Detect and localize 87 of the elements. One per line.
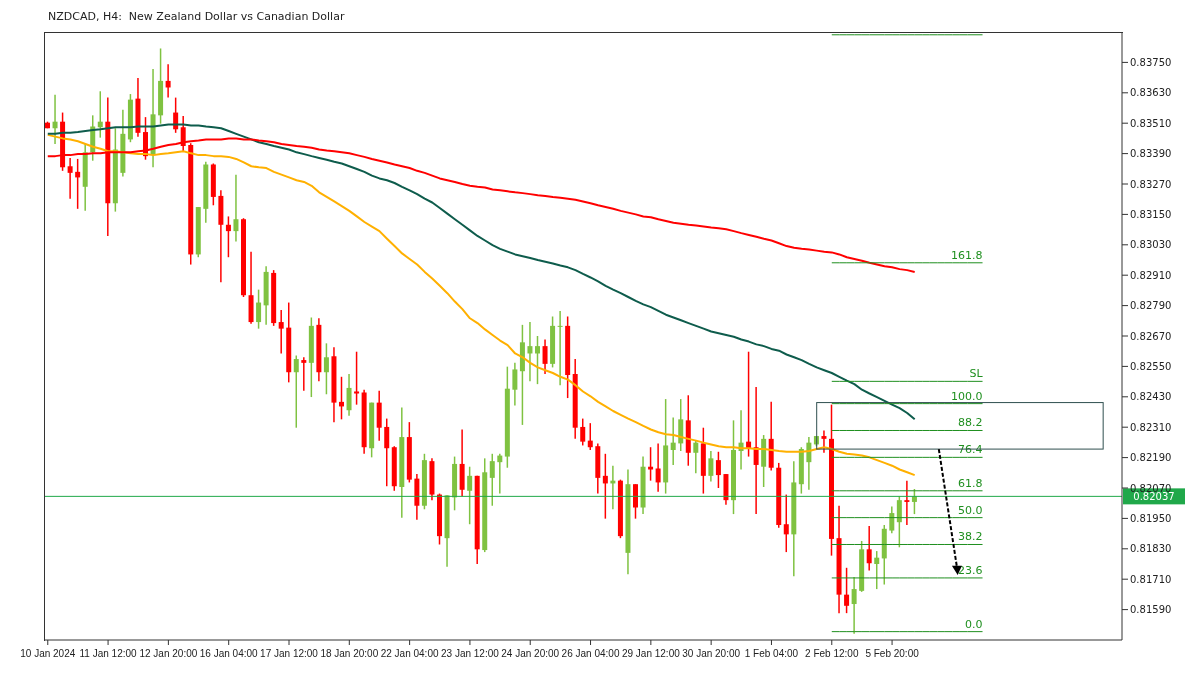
x-tick-label: 1 Feb 04:00 <box>744 648 799 659</box>
candlestick <box>512 362 518 407</box>
candlestick <box>693 439 699 475</box>
y-tick-label: 0.81590 <box>1130 604 1172 616</box>
candlestick <box>489 453 495 507</box>
series-label: 100.0 <box>951 389 983 403</box>
y-tick-label: 0.83510 <box>1130 117 1172 129</box>
y-tick-label: 0.83750 <box>1130 56 1172 68</box>
y-tick-label: 0.81950 <box>1130 512 1172 524</box>
candlestick <box>467 465 473 525</box>
candlestick <box>497 453 503 495</box>
y-tick-label: 0.83030 <box>1130 239 1172 251</box>
series-label: 161.8 <box>951 248 983 262</box>
x-tick-label: 29 Jan 12:00 <box>621 648 681 659</box>
candlestick <box>542 338 548 375</box>
x-tick-label: 2 Feb 12:00 <box>805 648 859 659</box>
y-tick-label: 0.81830 <box>1130 543 1172 555</box>
candlestick <box>233 173 239 243</box>
x-tick-label: 22 Jan 04:00 <box>380 648 439 659</box>
candlestick <box>715 451 721 489</box>
x-tick-label: 10 Jan 2024 <box>20 648 76 659</box>
candlestick <box>851 576 857 635</box>
candlestick <box>535 335 540 385</box>
candlestick <box>225 215 231 258</box>
candlestick <box>708 450 714 483</box>
candlestick <box>293 354 299 429</box>
candlestick <box>557 310 563 386</box>
candlestick <box>165 63 171 99</box>
line-series <box>46 133 916 477</box>
candlestick <box>633 483 638 520</box>
series-label: 76.4 <box>958 443 983 457</box>
candlestick <box>753 386 759 515</box>
x-tick-label: 12 Jan 20:00 <box>139 648 198 659</box>
series-label: SL <box>969 367 984 381</box>
candlestick <box>580 417 586 447</box>
x-tick-label: 23 Jan 12:00 <box>441 648 500 659</box>
candlestick <box>256 288 262 330</box>
candlestick <box>354 350 360 406</box>
candlestick <box>602 453 608 520</box>
y-tick-label: 0.82670 <box>1130 330 1172 342</box>
series-label: 61.8 <box>958 476 983 490</box>
y-tick-label: 0.81710 <box>1130 573 1172 585</box>
candlestick <box>278 309 284 355</box>
candlestick <box>527 321 533 383</box>
candlestick <box>889 505 895 535</box>
candlestick <box>323 342 329 396</box>
candlestick <box>844 567 850 614</box>
series-label: 0.0 <box>965 617 983 631</box>
series-label: 88.2 <box>958 416 983 430</box>
candlestick <box>821 429 827 454</box>
candlestick <box>655 442 661 493</box>
candlestick <box>670 416 676 466</box>
y-tick-label: 0.83150 <box>1130 208 1172 220</box>
x-tick-label: 5 Feb 20:00 <box>865 648 920 659</box>
series-label: 23.6 <box>958 563 983 577</box>
y-tick-label: 0.83270 <box>1130 178 1172 190</box>
candlestick <box>648 446 654 482</box>
candlestick <box>52 94 58 145</box>
series-label: 50.0 <box>958 503 983 517</box>
candlestick <box>346 373 352 417</box>
y-tick-label: 0.83390 <box>1130 148 1172 160</box>
x-tick-label: 26 Jan 04:00 <box>561 648 620 659</box>
ref-line-label: 0.82037 <box>1133 491 1175 503</box>
candlestick <box>301 356 307 392</box>
series-label: 38.2 <box>958 530 983 544</box>
candlestick <box>896 495 902 549</box>
candlestick <box>874 550 880 590</box>
x-tick-label: 18 Jan 20:00 <box>320 648 379 659</box>
y-tick-label: 0.82790 <box>1130 300 1172 312</box>
y-tick-label: 0.82190 <box>1130 452 1172 464</box>
y-tick-label: 0.82910 <box>1130 269 1172 281</box>
y-tick-label: 0.83630 <box>1130 87 1172 99</box>
x-tick-label: 16 Jan 04:00 <box>199 648 259 659</box>
y-tick-label: 0.82430 <box>1130 391 1172 403</box>
candlestick <box>866 525 872 572</box>
x-tick-label: 11 Jan 12:00 <box>79 648 138 659</box>
x-tick-label: 24 Jan 20:00 <box>501 648 560 659</box>
y-tick-label: 0.82310 <box>1130 421 1172 433</box>
x-tick-label: 30 Jan 20:00 <box>682 648 741 659</box>
candlestick <box>384 417 390 487</box>
y-tick-label: 0.82550 <box>1130 360 1172 372</box>
candlestick <box>783 493 789 553</box>
candlestick <box>587 422 593 451</box>
candlestick <box>67 157 73 200</box>
chart-title: NZDCAD, H4: New Zealand Dollar vs Canadian Dollar <box>48 10 345 23</box>
candlestick <box>904 479 910 526</box>
x-tick-label: 17 Jan 12:00 <box>260 648 319 659</box>
